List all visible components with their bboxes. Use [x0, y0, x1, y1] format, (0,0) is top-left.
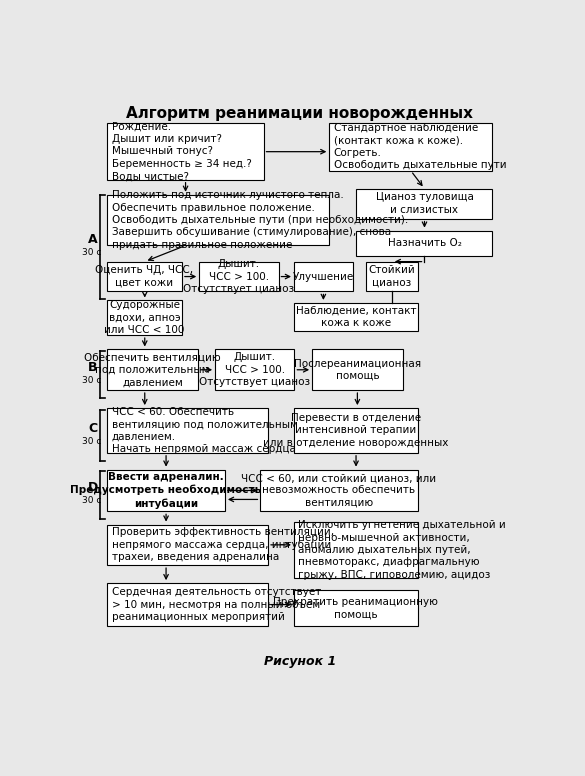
Text: Стойкий
цианоз: Стойкий цианоз	[368, 265, 415, 288]
FancyBboxPatch shape	[312, 349, 402, 390]
Text: Обеспечить вентиляцию
под положительным
давлением: Обеспечить вентиляцию под положительным …	[84, 352, 221, 387]
Text: Исключить угнетение дыхательной и
нервно-мышечной активности,
аномалию дыхательн: Исключить угнетение дыхательной и нервно…	[298, 520, 506, 580]
Text: B: B	[88, 361, 98, 374]
Text: Оценить ЧД, ЧСС,
цвет кожи: Оценить ЧД, ЧСС, цвет кожи	[95, 265, 194, 288]
Text: Дышит.
ЧСС > 100.
Отсутствует цианоз: Дышит. ЧСС > 100. Отсутствует цианоз	[183, 259, 294, 294]
FancyBboxPatch shape	[107, 583, 268, 626]
FancyBboxPatch shape	[366, 262, 418, 292]
FancyBboxPatch shape	[294, 591, 418, 626]
FancyBboxPatch shape	[294, 521, 418, 578]
Text: 30 с: 30 с	[82, 376, 102, 385]
FancyBboxPatch shape	[294, 303, 418, 331]
FancyBboxPatch shape	[294, 408, 418, 453]
FancyBboxPatch shape	[329, 123, 493, 171]
FancyBboxPatch shape	[107, 262, 182, 292]
FancyBboxPatch shape	[356, 189, 493, 219]
FancyBboxPatch shape	[356, 230, 493, 255]
Text: ЧСС < 60, или стойкий цианоз, или
невозможность обеспечить
вентиляцию: ЧСС < 60, или стойкий цианоз, или невозм…	[242, 473, 436, 508]
Text: D: D	[88, 481, 98, 494]
FancyBboxPatch shape	[107, 195, 329, 245]
FancyBboxPatch shape	[294, 262, 353, 292]
Text: Стандартное наблюдение
(контакт кожа к коже).
Согреть.
Освободить дыхательные пу: Стандартное наблюдение (контакт кожа к к…	[334, 123, 507, 171]
Text: 30 с: 30 с	[82, 437, 102, 445]
FancyBboxPatch shape	[107, 525, 268, 565]
Text: ЧСС < 60. Обеспечить
вентиляцию под положительным
давлением.
Начать непрямой мас: ЧСС < 60. Обеспечить вентиляцию под поло…	[112, 407, 298, 454]
Text: 30 с: 30 с	[82, 496, 102, 505]
FancyBboxPatch shape	[260, 469, 418, 511]
Text: Судорожные
вдохи, апноэ
или ЧСС < 100: Судорожные вдохи, апноэ или ЧСС < 100	[104, 300, 185, 335]
Text: Перевести в отделение
интенсивной терапии
или в отделение новорожденных: Перевести в отделение интенсивной терапи…	[263, 413, 449, 448]
FancyBboxPatch shape	[215, 349, 294, 390]
Text: Наблюдение, контакт
кожа к коже: Наблюдение, контакт кожа к коже	[295, 306, 416, 328]
FancyBboxPatch shape	[107, 469, 225, 511]
Text: A: A	[88, 234, 98, 246]
FancyBboxPatch shape	[199, 262, 278, 292]
Text: 30 с: 30 с	[82, 248, 102, 258]
Text: Цианоз туловища
и слизистых: Цианоз туловища и слизистых	[376, 192, 473, 215]
Text: Послереанимационная
помощь: Послереанимационная помощь	[294, 359, 421, 381]
Text: Ввести адреналин.
Предусмотреть необходимость
интубации: Ввести адреналин. Предусмотреть необходи…	[70, 473, 261, 508]
Text: C: C	[88, 421, 98, 435]
Text: Назначить O₂: Назначить O₂	[387, 238, 462, 248]
Text: Сердечная деятельность отсутствует
> 10 мин, несмотря на полный объем
реанимацио: Сердечная деятельность отсутствует > 10 …	[112, 587, 321, 622]
Text: Рождение.
Дышит или кричит?
Мышечный тонус?
Беременность ≥ 34 нед.?
Воды чистые?: Рождение. Дышит или кричит? Мышечный тон…	[112, 122, 252, 181]
Text: Улучшение: Улучшение	[292, 272, 354, 282]
Text: Положить под источник лучистого тепла.
Обеспечить правильное положение.
Освободи: Положить под источник лучистого тепла. О…	[112, 190, 408, 250]
Text: Алгоритм реанимации новорожденных: Алгоритм реанимации новорожденных	[126, 106, 473, 121]
FancyBboxPatch shape	[107, 300, 182, 335]
FancyBboxPatch shape	[107, 349, 198, 390]
FancyBboxPatch shape	[107, 408, 268, 453]
Text: Дышит.
ЧСС > 100.
Отсутствует цианоз: Дышит. ЧСС > 100. Отсутствует цианоз	[199, 352, 310, 387]
FancyBboxPatch shape	[107, 123, 263, 180]
Text: Проверить эффективность вентиляции,
непрямого массажа сердца, интубации
трахеи, : Проверить эффективность вентиляции, непр…	[112, 528, 334, 563]
Text: Прекратить реанимационную
помощь: Прекратить реанимационную помощь	[273, 597, 438, 619]
Text: Рисунок 1: Рисунок 1	[264, 656, 336, 668]
